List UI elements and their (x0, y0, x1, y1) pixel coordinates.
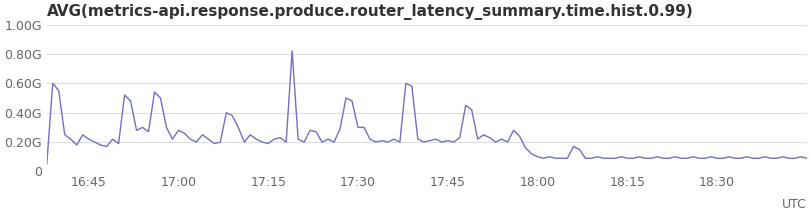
Text: UTC: UTC (782, 198, 807, 211)
Text: AVG(metrics-api.response.produce.router_latency_summary.time.hist.0.99): AVG(metrics-api.response.produce.router_… (47, 4, 693, 20)
